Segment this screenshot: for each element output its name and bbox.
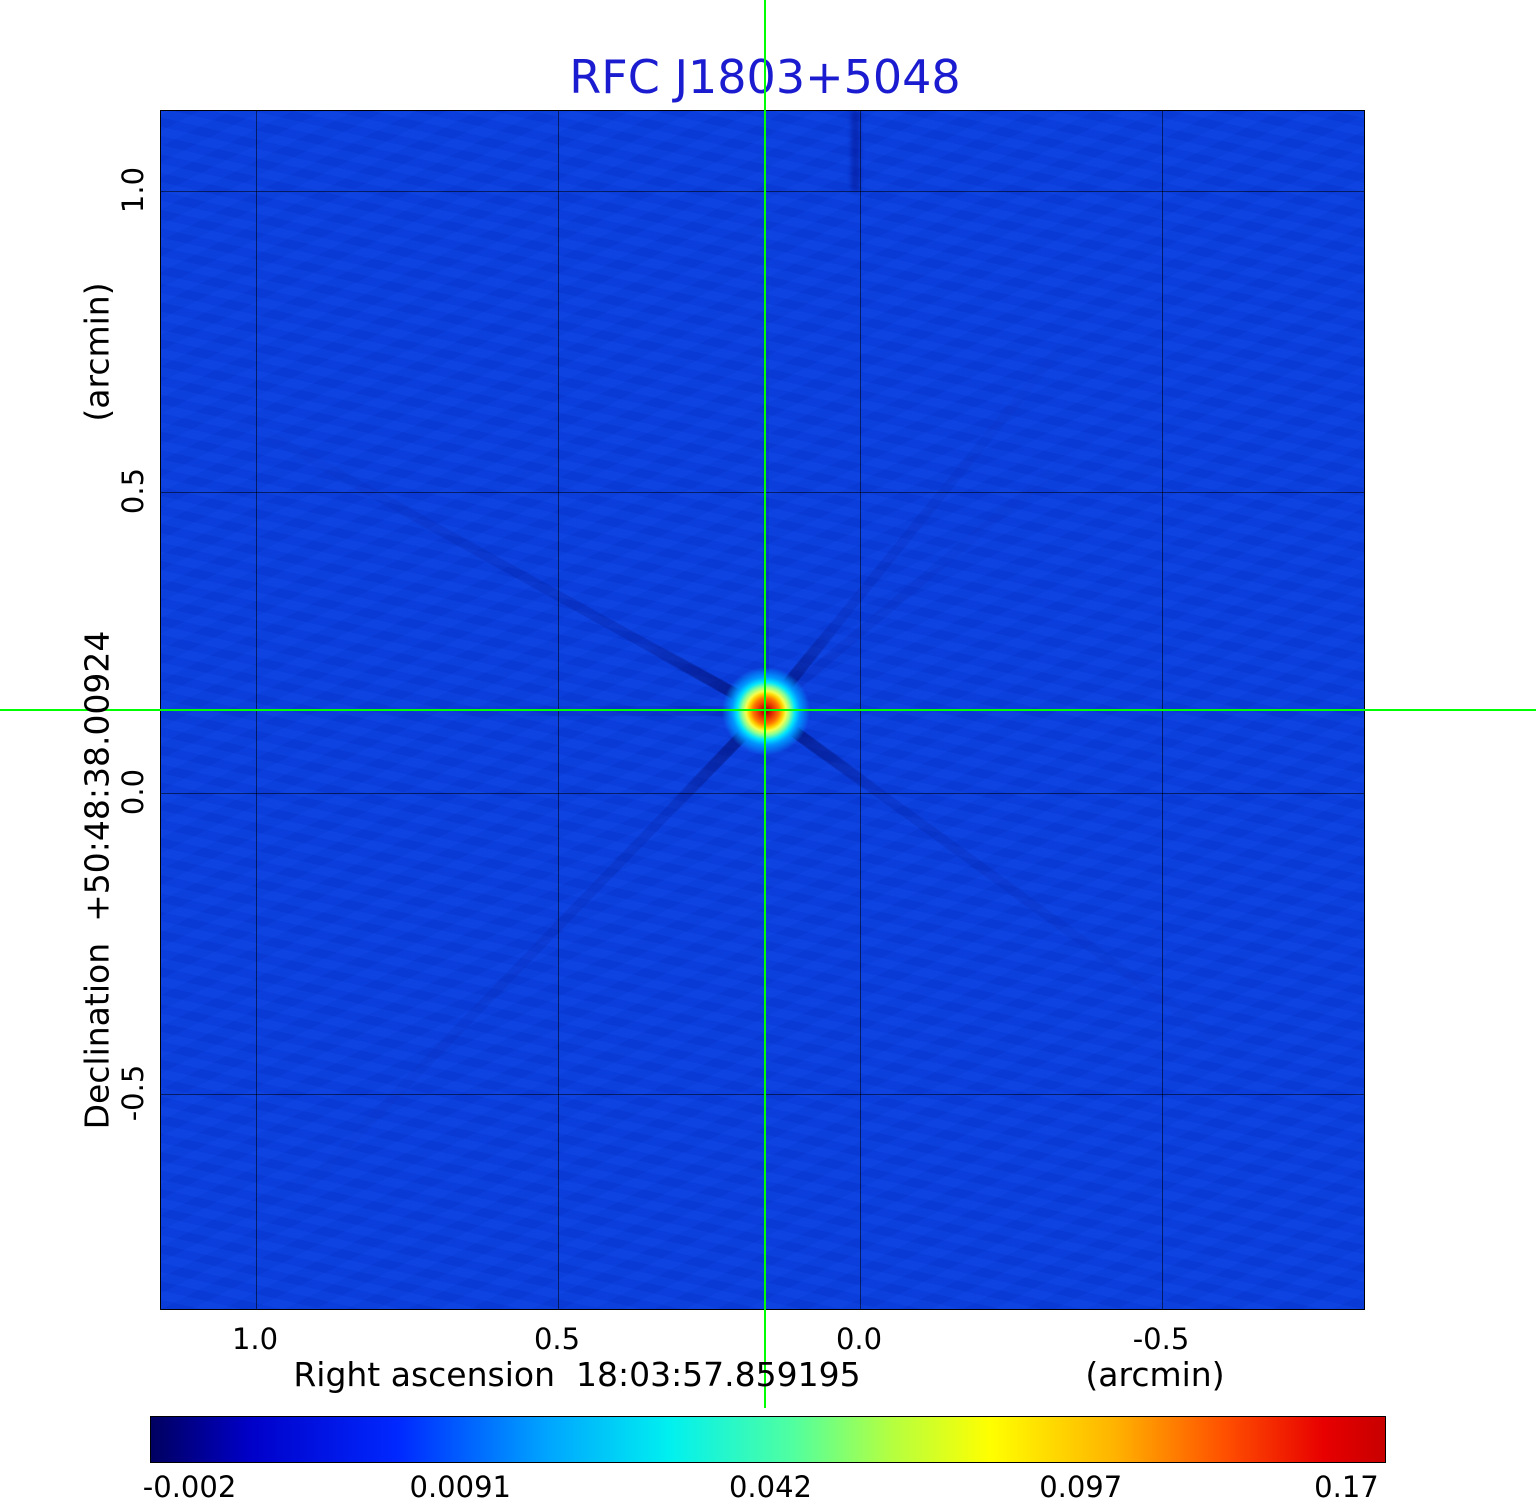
crosshair-vertical-line — [764, 0, 766, 1408]
colorbar-labels: -0.002 0.0091 0.042 0.097 0.17 — [143, 1470, 1386, 1510]
grid-line-horizontal — [161, 191, 1364, 192]
colorbar-tick-label: 0.097 — [1039, 1470, 1123, 1504]
colorbar-tick-label: 0.17 — [1314, 1470, 1379, 1504]
y-tick-label: 1.0 — [116, 166, 150, 214]
radio-source-peak — [722, 667, 810, 755]
colorbar-tick-label: -0.002 — [142, 1470, 237, 1504]
x-tick-label: 1.0 — [231, 1322, 279, 1356]
grid-line-horizontal — [161, 492, 1364, 493]
crosshair-horizontal-line — [0, 709, 1536, 711]
x-tick-label: 0.5 — [533, 1322, 581, 1356]
sidelobe-ray — [762, 398, 1137, 715]
y-axis-label: Declination +50:48:38.00924 — [77, 630, 117, 1130]
plot-title: RFC J1803+5048 — [569, 50, 961, 104]
colorbar-tick-label: 0.042 — [728, 1470, 812, 1504]
x-tick-label: 0.0 — [835, 1322, 883, 1356]
sidelobe-streak — [851, 111, 860, 191]
grid-line-horizontal — [161, 793, 1364, 794]
x-tick-label: -0.5 — [1132, 1322, 1190, 1356]
y-tick-label: 0.0 — [116, 768, 150, 816]
grid-line-horizontal — [161, 1094, 1364, 1095]
y-axis-unit-label: (arcmin) — [77, 282, 117, 422]
x-axis-label: Right ascension 18:03:57.859195 — [293, 1355, 861, 1394]
y-tick-label: 0.5 — [116, 467, 150, 515]
colorbar-tick-label: 0.0091 — [409, 1470, 511, 1504]
y-tick-label: -0.5 — [116, 1064, 150, 1122]
x-axis-unit-label: (arcmin) — [1085, 1355, 1225, 1394]
sidelobe-ray — [316, 706, 766, 716]
colorbar-gradient — [150, 1416, 1386, 1463]
